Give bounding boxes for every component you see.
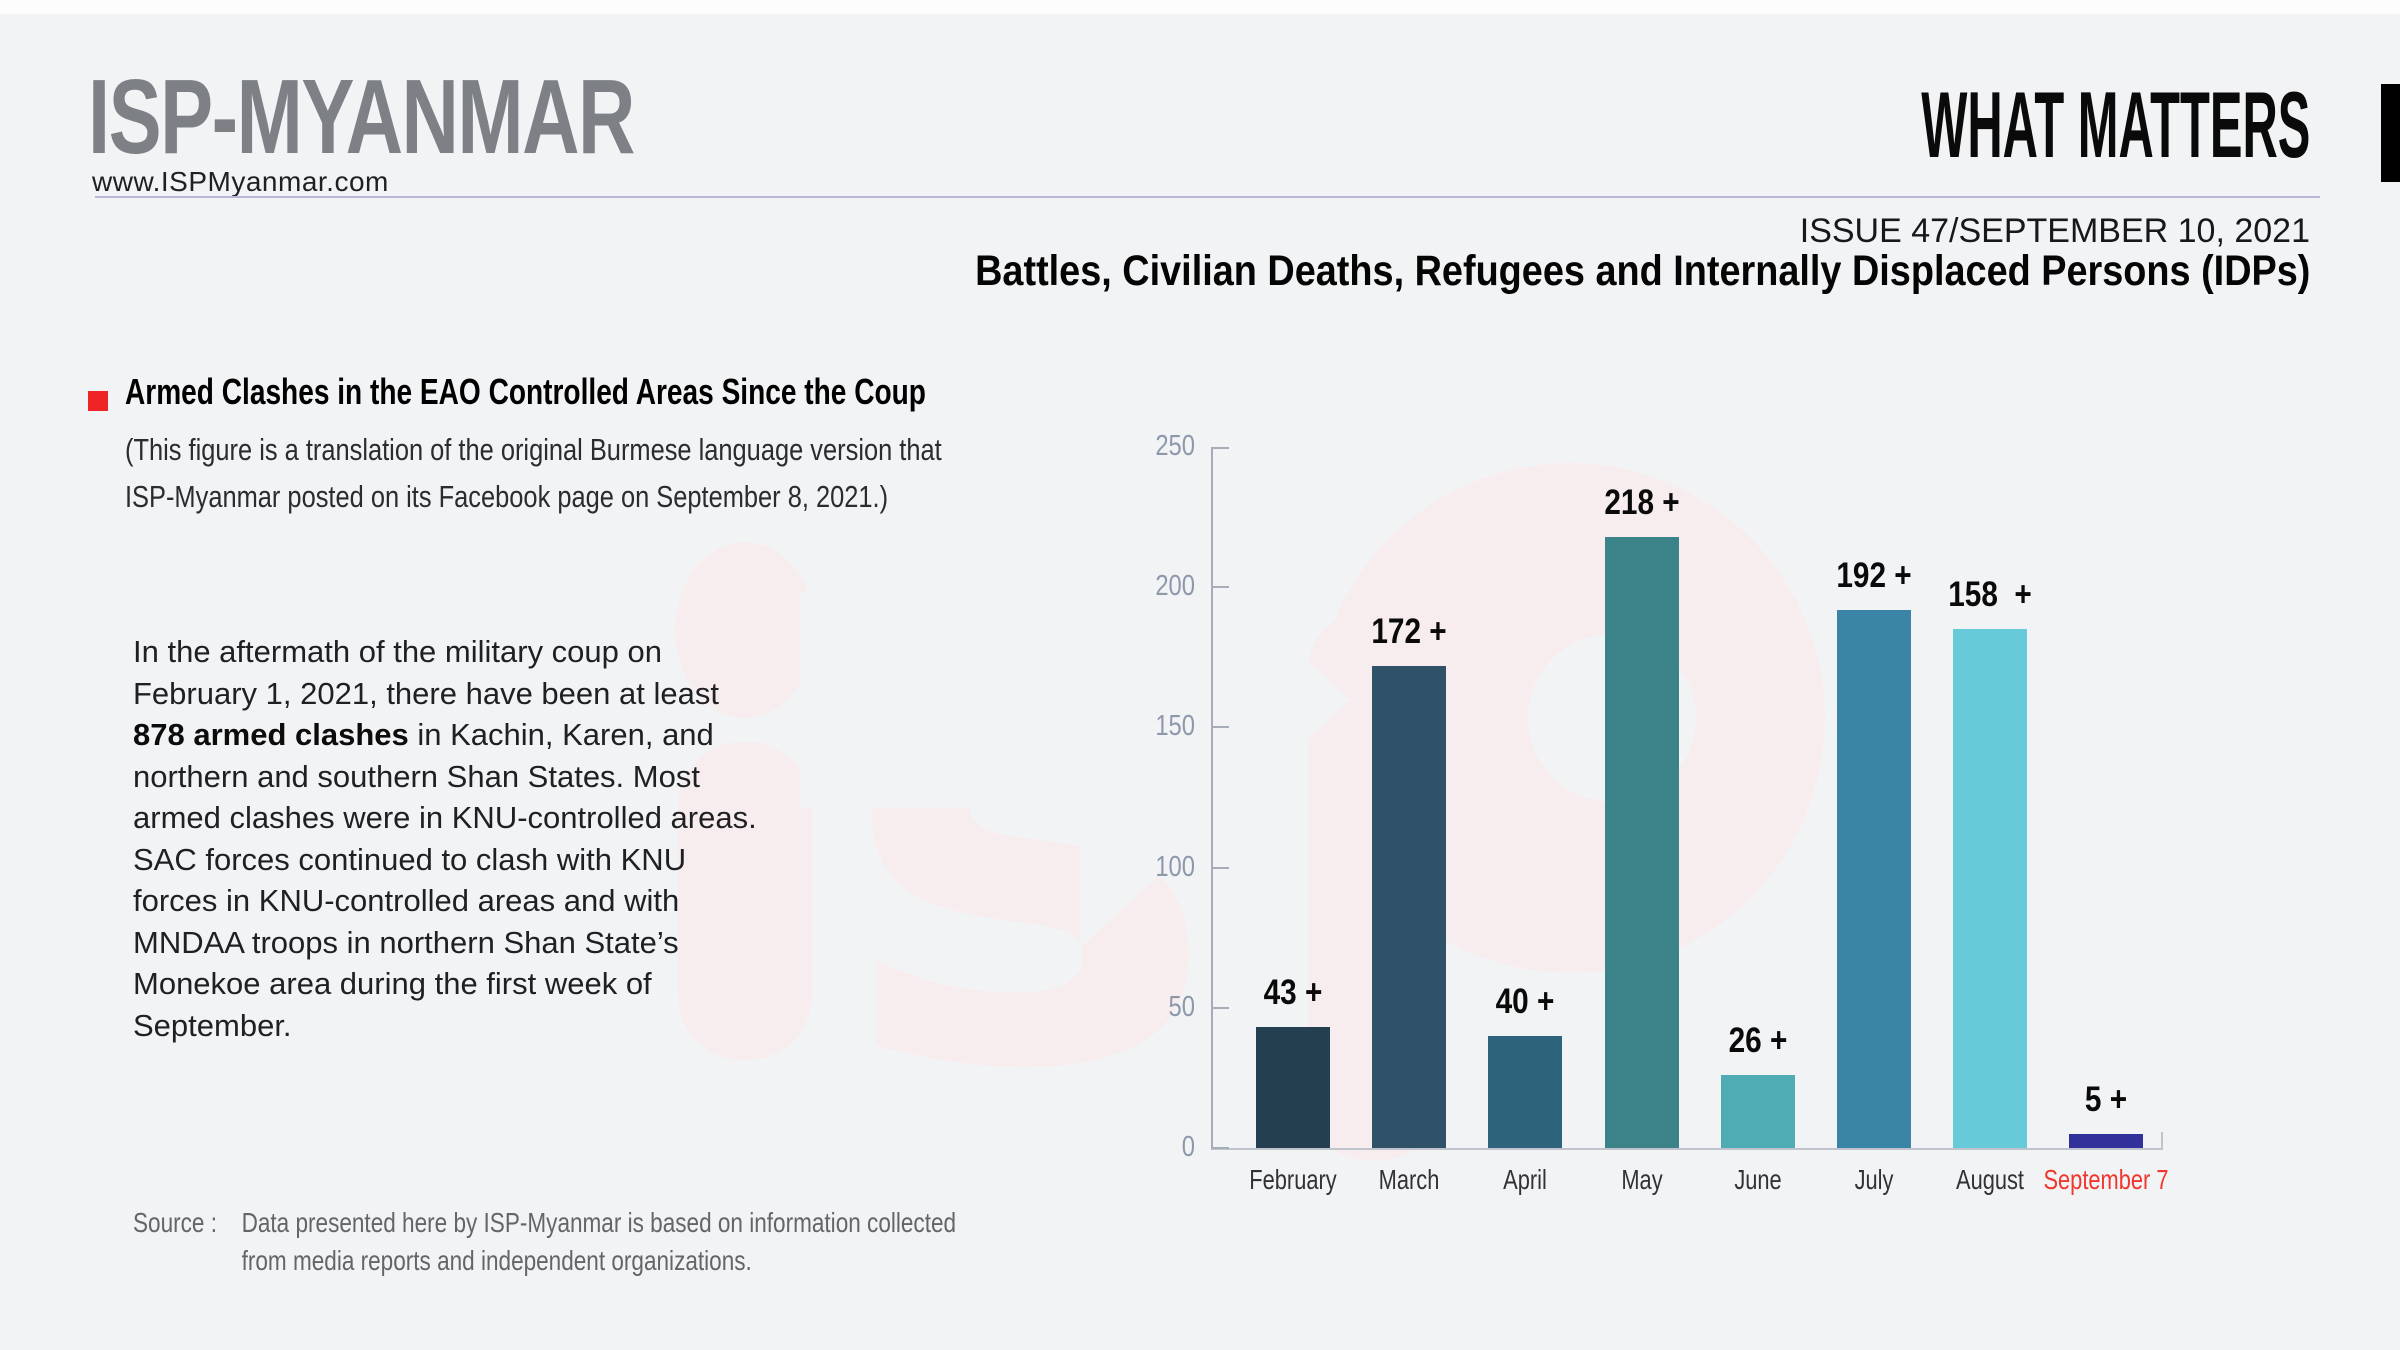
y-tick-50 <box>1213 1006 1229 1009</box>
y-tick-250 <box>1213 447 1229 449</box>
x-axis-label-september-7: September 7 <box>2043 1164 2169 1195</box>
section-heading: Armed Clashes in the EAO Controlled Area… <box>125 371 926 412</box>
x-axis-end-tick <box>2161 1132 2163 1148</box>
value-label-july: 192 + <box>1836 555 1912 595</box>
body-text-bold-stat: 878 armed clashes <box>133 717 409 752</box>
value-label-may: 218 + <box>1603 482 1680 522</box>
y-tick-100 <box>1213 866 1229 869</box>
x-axis-label-april: April <box>1503 1164 1548 1195</box>
value-label-september-7: 5 + <box>2085 1079 2128 1119</box>
issue-date-line: ISSUE 47/SEPTEMBER 10, 2021 <box>1799 212 2310 250</box>
bar-september-7 <box>2069 1133 2144 1148</box>
y-tick-label-100: 100 <box>1155 850 1195 883</box>
page-title: Battles, Civilian Deaths, Refugees and I… <box>974 247 2310 295</box>
y-tick-label-0: 0 <box>1181 1131 1195 1163</box>
bar-chart-plot-area: 0 50 100 150 200 250 43 + February 172 + March 40 … <box>1155 430 2169 1195</box>
source-label: Source : <box>133 1207 217 1238</box>
y-tick-label-50: 50 <box>1168 990 1195 1023</box>
bar-february <box>1256 1027 1330 1148</box>
website-url: www.ISPMyanmar.com <box>92 166 389 197</box>
bar-august <box>1953 629 2028 1148</box>
value-label-march: 172 + <box>1371 611 1447 651</box>
x-axis-label-march: March <box>1378 1164 1440 1195</box>
x-axis-label-june: June <box>1734 1164 1782 1195</box>
value-label-august: 158 + <box>1948 575 2032 615</box>
value-label-june: 26 + <box>1728 1021 1788 1061</box>
y-tick-label-150: 150 <box>1155 710 1195 743</box>
x-axis-label-february: February <box>1249 1164 1337 1195</box>
body-text-rest: in Kachin, Karen, and northern and south… <box>133 717 757 1043</box>
bar-july <box>1837 609 1911 1148</box>
bar-march <box>1372 665 1447 1148</box>
header-divider <box>95 196 2320 198</box>
what-matters-masthead: WHAT MATTERS <box>1920 72 2310 177</box>
isp-myanmar-logo: ISP-MYANMAR <box>88 58 635 176</box>
red-square-bullet <box>88 391 108 411</box>
y-tick-0 <box>1213 1147 1229 1149</box>
body-paragraph: In the aftermath of the military coup on… <box>133 631 757 1046</box>
value-label-february: 43 + <box>1263 973 1323 1013</box>
body-text-lead: In the aftermath of the military coup on… <box>133 634 719 711</box>
x-axis-label-august: August <box>1956 1164 2025 1195</box>
x-axis-label-may: May <box>1620 1164 1663 1195</box>
bar-april <box>1488 1035 1563 1148</box>
source-text: Data presented here by ISP-Myanmar is ba… <box>241 1207 957 1276</box>
y-tick-150 <box>1213 726 1229 729</box>
translation-note: (This figure is a translation of the ori… <box>125 432 942 514</box>
y-tick-label-200: 200 <box>1155 570 1195 603</box>
source-note: Source : Data presented here by ISP-Myanm… <box>133 1204 956 1280</box>
y-tick-label-250: 250 <box>1155 430 1195 462</box>
bar-june <box>1720 1075 1795 1148</box>
top-strip <box>0 0 2400 14</box>
bar-may <box>1604 536 1679 1148</box>
x-axis-label-july: July <box>1854 1164 1894 1195</box>
value-label-april: 40 + <box>1496 981 1555 1021</box>
y-tick-200 <box>1213 586 1229 589</box>
corner-black-bar <box>2381 84 2400 182</box>
